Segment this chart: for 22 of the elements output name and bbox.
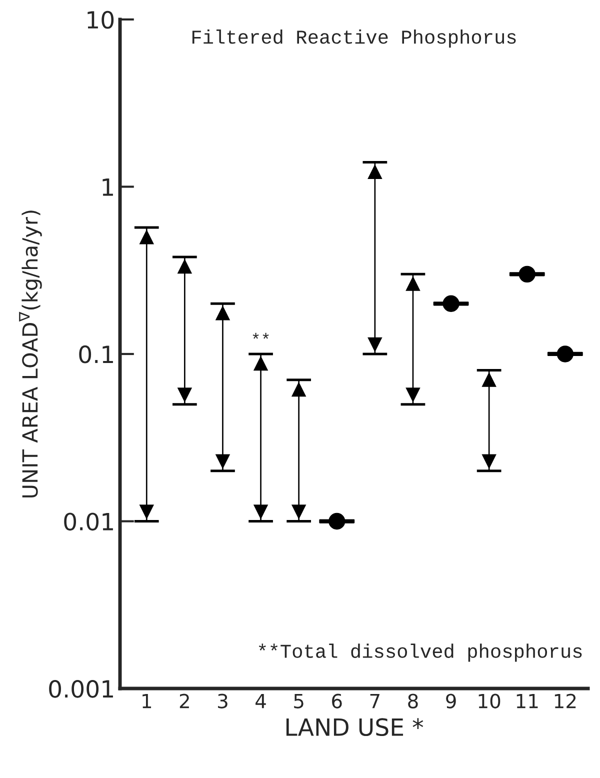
x-tick-label: 3 — [218, 694, 228, 708]
x-tick-label: 9 — [446, 694, 456, 708]
x-tick-label: 2 — [180, 694, 189, 708]
x-axis-title: LAND USE * — [286, 718, 424, 736]
y-axis-title: UNIT AREA LOAD$^{∇}$(kg/ha/yr) — [19, 210, 42, 498]
y-tick-label: 10 — [88, 10, 114, 29]
x-tick-label: 1 — [142, 694, 152, 708]
x-tick-label: 8 — [408, 694, 418, 708]
x-tick-label: 12 — [554, 694, 576, 708]
x-tick-label: 5 — [294, 694, 304, 708]
y-tick-label: 0.001 — [49, 680, 113, 698]
chart-title: Filtered Reactive Phosphorus — [192, 29, 516, 48]
x-tick-label: 10 — [478, 694, 500, 708]
x-tick-label: 7 — [370, 694, 380, 708]
y-tick-label: 1 — [102, 178, 113, 196]
y-tick-label: 0.01 — [64, 512, 113, 531]
annotation: ** — [252, 332, 269, 339]
annotation: **Total dissolved phosphorus — [258, 644, 582, 662]
x-tick-label: 4 — [256, 694, 266, 708]
x-tick-label: 6 — [332, 694, 342, 708]
x-tick-label: 11 — [516, 694, 538, 708]
y-tick-label: 0.1 — [79, 345, 113, 364]
